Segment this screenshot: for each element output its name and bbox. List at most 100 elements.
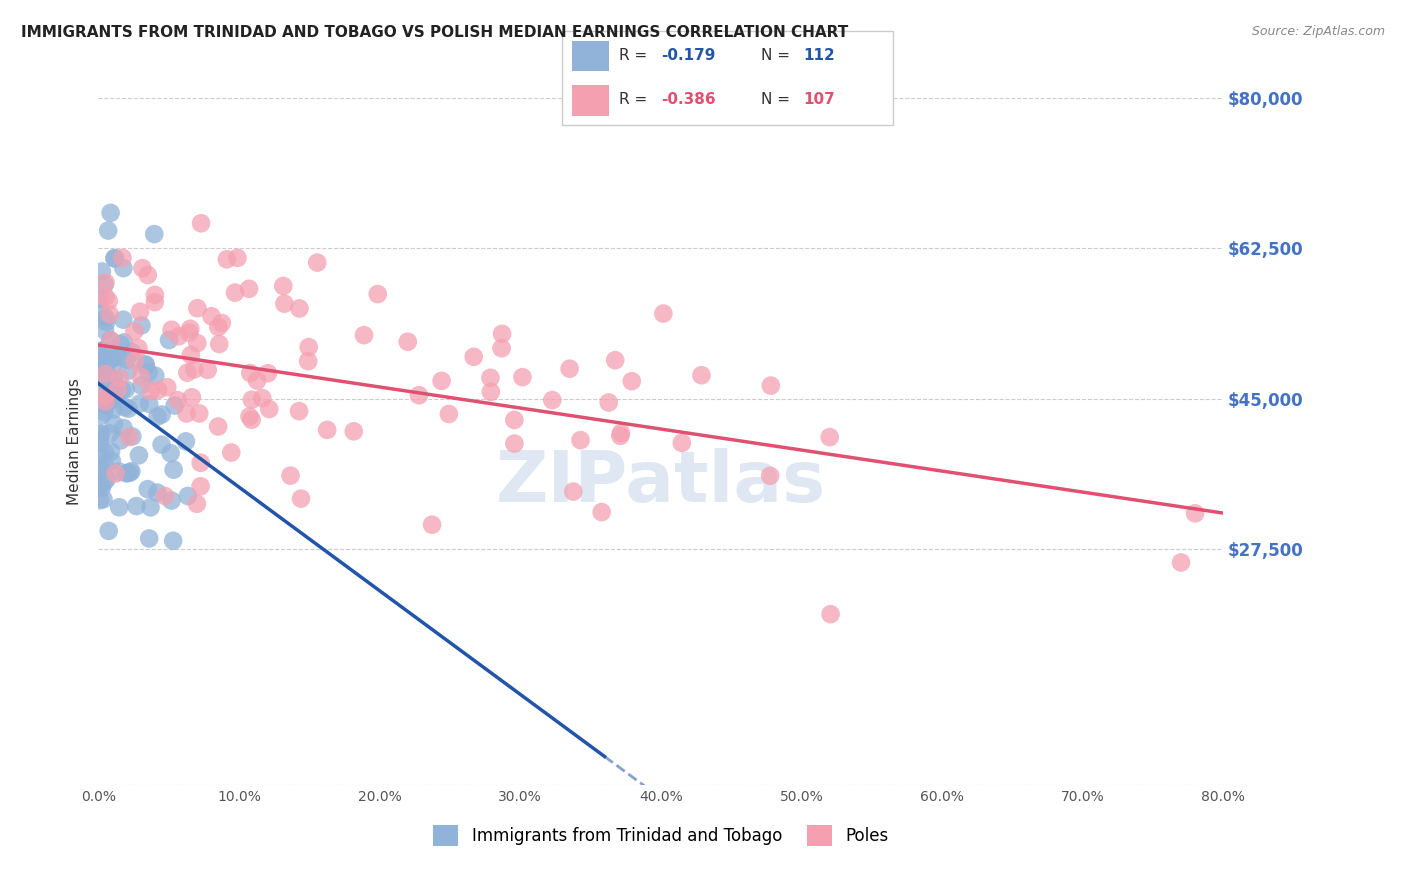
Point [90,449,112,463]
Point [93,361,115,376]
Point [108,465,131,479]
Point [97,223,120,237]
Point [491,326,513,341]
Point [93,405,115,419]
Text: -0.386: -0.386 [662,92,716,107]
Point [174,434,197,449]
Point [179,322,201,336]
Point [115,467,138,481]
Point [94,399,117,413]
Point [103,372,125,386]
Point [463,350,485,364]
Point [104,251,127,265]
Point [103,417,125,432]
Point [124,354,146,368]
Point [104,379,127,393]
Point [117,401,139,416]
Point [117,363,139,377]
Point [97,524,120,538]
Point [162,463,184,477]
Point [396,334,419,349]
Point [115,352,138,367]
Point [271,279,294,293]
Point [135,357,157,371]
Point [100,206,122,220]
Point [91,395,114,409]
Point [176,366,198,380]
Point [430,374,453,388]
Point [118,430,141,444]
Point [252,391,274,405]
Point [211,316,233,330]
Text: IMMIGRANTS FROM TRINIDAD AND TOBAGO VS POLISH MEDIAN EARNINGS CORRELATION CHART: IMMIGRANTS FROM TRINIDAD AND TOBAGO VS P… [21,25,848,40]
Point [100,444,122,458]
Point [138,532,160,546]
Point [139,500,162,515]
Point [93,361,115,376]
Point [93,492,115,507]
Point [343,425,366,439]
Point [120,466,142,480]
Point [605,353,627,368]
Point [112,261,135,276]
Point [129,305,152,319]
Point [91,374,114,388]
Point [143,288,166,302]
Point [112,400,135,414]
Point [93,445,115,459]
Point [240,392,263,407]
Point [156,380,179,394]
Point [162,533,184,548]
Point [112,421,135,435]
Point [208,337,231,351]
Point [127,341,149,355]
Point [166,393,188,408]
Point [93,475,115,490]
Point [288,301,311,316]
Point [307,255,329,269]
Point [131,261,153,276]
Point [491,341,513,355]
Point [98,426,121,441]
Point [93,351,115,365]
Point [759,378,782,392]
Point [110,434,132,448]
Point [91,343,114,358]
Point [257,366,280,380]
Text: 107: 107 [804,92,835,107]
Point [200,310,222,324]
Point [100,385,122,400]
Point [143,227,166,241]
Point [818,430,841,444]
FancyBboxPatch shape [562,31,893,125]
Point [90,481,112,495]
Point [108,500,131,515]
Point [94,276,117,290]
Point [90,264,112,278]
Point [94,387,117,401]
Point [512,370,534,384]
Point [190,479,212,493]
Point [135,359,157,373]
Point [105,386,128,401]
Point [541,393,564,408]
Point [131,318,153,333]
Point [224,285,246,300]
Point [437,407,460,421]
Point [103,252,125,266]
Text: 112: 112 [804,48,835,63]
Text: R =: R = [619,48,652,63]
Point [91,343,114,358]
Point [160,323,183,337]
Point [90,370,112,384]
Point [89,427,111,442]
Point [97,293,120,308]
Point [89,435,111,450]
Point [160,493,183,508]
Point [157,333,180,347]
Point [128,396,150,410]
Point [367,287,389,301]
Point [91,364,114,378]
Point [89,463,111,477]
Point [290,491,312,506]
